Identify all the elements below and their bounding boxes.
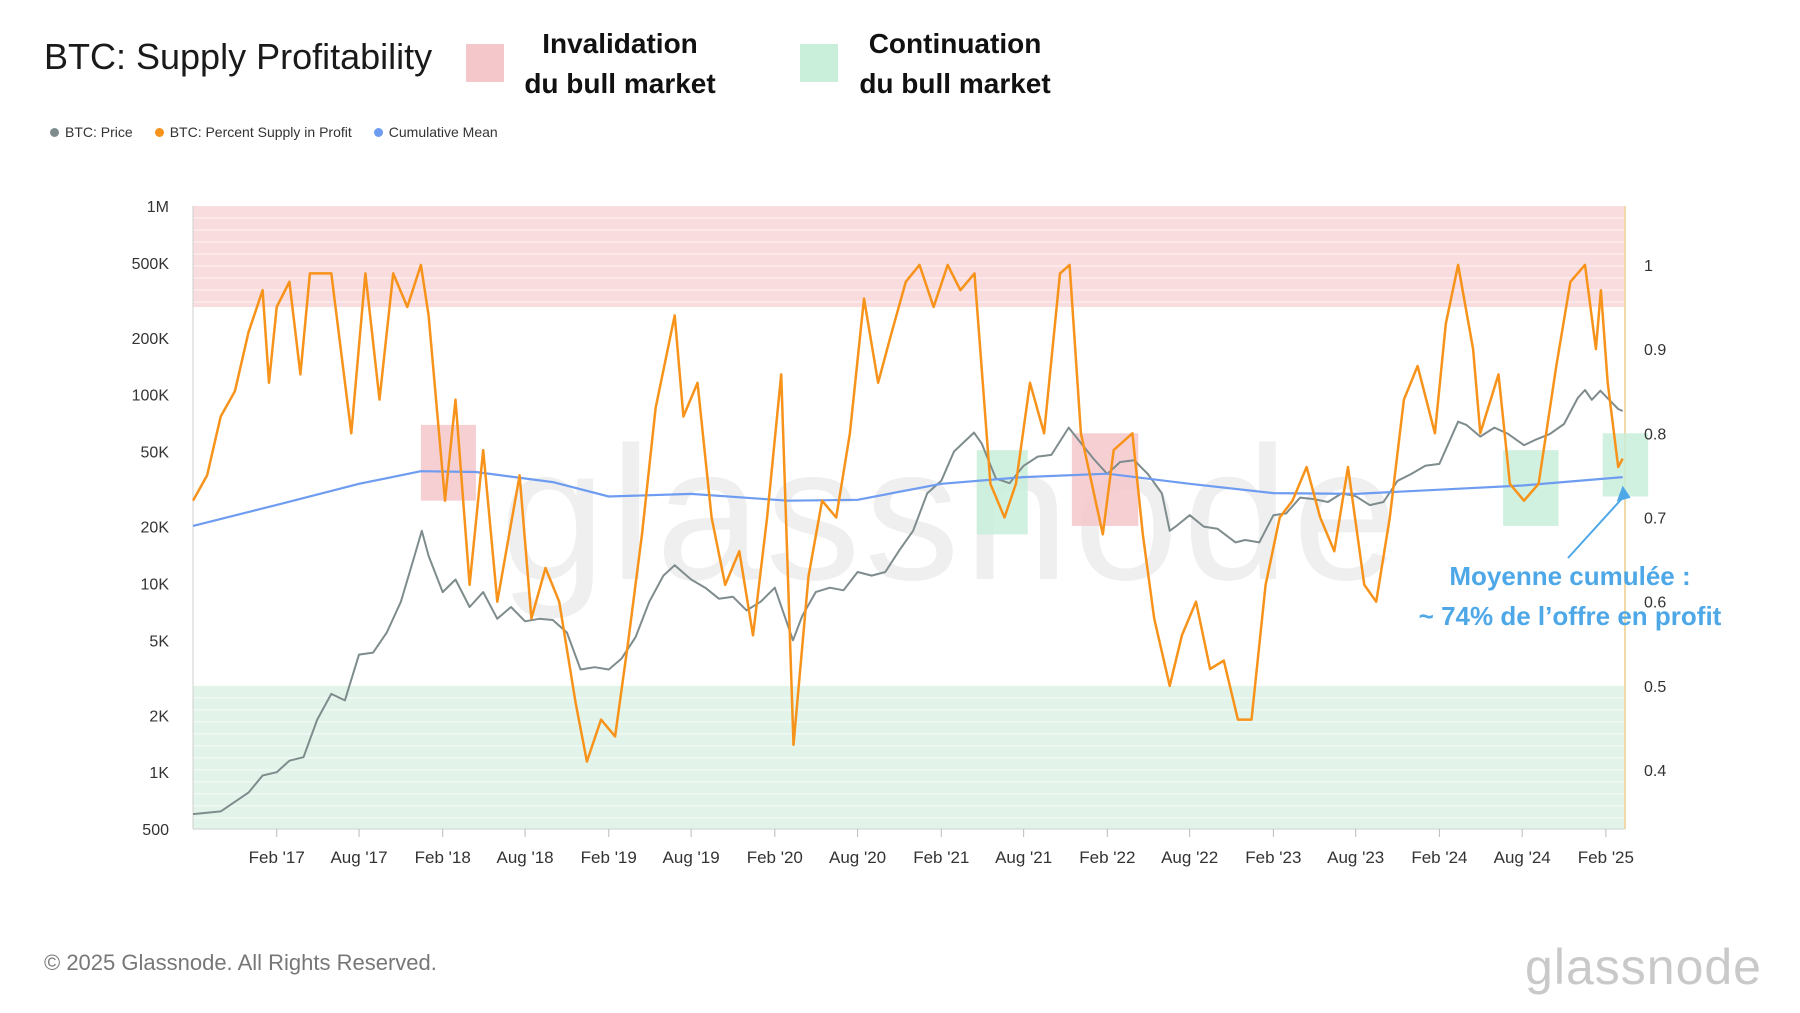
y-right-tick-label: 1: [1644, 258, 1653, 275]
series-btc-percent-supply-in-profit: [191, 263, 1624, 763]
highlight-box-continuation-4: [1602, 433, 1649, 497]
y-right-tick-label: 0.9: [1644, 342, 1666, 359]
y-left-tick-label: 1K: [149, 765, 169, 782]
x-tick-label: Aug '24: [1494, 848, 1551, 867]
x-tick-label: Feb '25: [1578, 848, 1634, 867]
glassnode-logo: glassnode: [1525, 939, 1762, 995]
x-tick-label: Aug '21: [995, 848, 1052, 867]
x-tick-label: Aug '22: [1161, 848, 1218, 867]
y-left-tick-label: 1M: [147, 199, 169, 216]
x-tick-label: Feb '22: [1079, 848, 1135, 867]
legend-dot-supply-in-profit: [154, 127, 164, 137]
copyright-footer: © 2025 Glassnode. All Rights Reserved.: [44, 950, 437, 975]
continuation-line2: du bull market: [859, 68, 1051, 99]
legend-item-supply-in-profit[interactable]: BTC: Percent Supply in Profit: [154, 124, 352, 140]
continuation-swatch: [800, 44, 838, 82]
annotation-line1: Moyenne cumulée :: [1449, 561, 1691, 591]
y-right-tick-label: 0.7: [1644, 511, 1666, 528]
invalidation-line2: du bull market: [524, 68, 716, 99]
y-left-tick-label: 20K: [141, 520, 170, 537]
x-tick-label: Aug '17: [330, 848, 387, 867]
legend: BTC: Price BTC: Percent Supply in Profit…: [50, 124, 498, 140]
highlight-box-continuation-3: [1503, 450, 1559, 526]
y-left-tick-label: 50K: [141, 445, 170, 462]
y-right-tick-label: 0.5: [1644, 679, 1666, 696]
y-left-tick-label: 500K: [132, 256, 170, 273]
legend-label-cumulative-mean: Cumulative Mean: [388, 124, 498, 140]
continuation-line1: Continuation: [868, 28, 1042, 59]
y-left-tick-label: 500: [142, 822, 169, 839]
x-tick-label: Aug '19: [663, 848, 720, 867]
annotation-line2: ~ 74% de l’offre en profit: [1418, 601, 1722, 631]
x-tick-label: Feb '20: [747, 848, 803, 867]
annotation-arrow-head: [1616, 485, 1631, 502]
x-tick-label: Feb '17: [249, 848, 305, 867]
y-right-tick-label: 0.6: [1644, 595, 1666, 612]
legend-dot-price: [50, 127, 59, 137]
cumulative-mean-annotation: Moyenne cumulée : ~ 74% de l’offre en pr…: [1380, 556, 1760, 636]
watermark: glassnode: [500, 408, 1403, 620]
y-left-tick-label: 2K: [149, 708, 169, 725]
invalidation-line1: Invalidation: [542, 28, 698, 59]
legend-label-price: BTC: Price: [65, 124, 133, 140]
series-btc-price: [192, 389, 1624, 816]
legend-label-supply-in-profit: BTC: Percent Supply in Profit: [169, 124, 352, 140]
x-tick-label: Aug '18: [497, 848, 554, 867]
y-right-tick-label: 0.8: [1644, 426, 1666, 443]
annotation-arrow-line: [1567, 494, 1626, 559]
x-tick-label: Feb '18: [415, 848, 471, 867]
legend-item-price[interactable]: BTC: Price: [50, 124, 133, 140]
y-right-tick-label: 0.4: [1644, 763, 1666, 780]
x-tick-label: Feb '21: [913, 848, 969, 867]
invalidation-key-label: Invalidation du bull market: [510, 24, 730, 104]
x-tick-label: Aug '23: [1327, 848, 1384, 867]
y-left-tick-label: 10K: [141, 576, 170, 593]
chart-title: BTC: Supply Profitability: [44, 36, 433, 77]
profit-band-0: [193, 206, 1625, 308]
invalidation-swatch: [466, 44, 504, 82]
series-cumulative-mean: [192, 470, 1623, 527]
x-tick-label: Aug '20: [829, 848, 886, 867]
x-tick-label: Feb '24: [1411, 848, 1467, 867]
legend-dot-cumulative-mean: [373, 127, 383, 137]
continuation-key-label: Continuation du bull market: [845, 24, 1065, 104]
y-left-tick-label: 100K: [132, 388, 170, 405]
y-left-tick-label: 200K: [132, 331, 170, 348]
x-tick-label: Feb '19: [581, 848, 637, 867]
y-left-tick-label: 5K: [149, 633, 169, 650]
legend-item-cumulative-mean[interactable]: Cumulative Mean: [373, 124, 498, 140]
x-tick-label: Feb '23: [1245, 848, 1301, 867]
